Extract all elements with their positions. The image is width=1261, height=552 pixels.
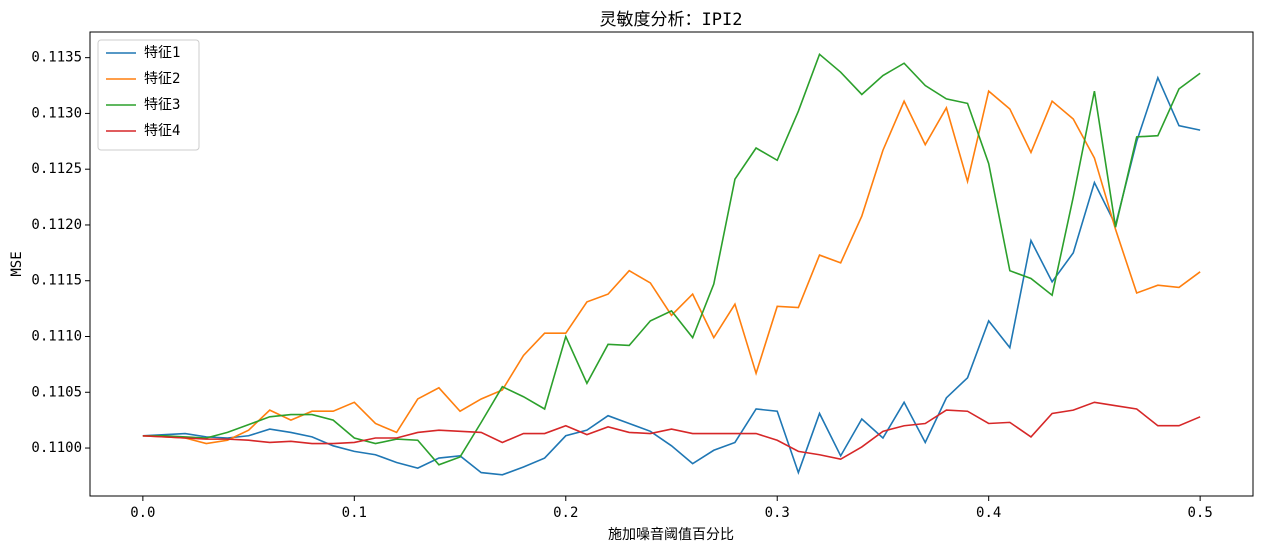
y-tick-label: 0.1105 (31, 384, 82, 400)
y-tick-label: 0.1115 (31, 273, 82, 289)
x-tick-label: 0.1 (342, 505, 367, 521)
chart-title: 灵敏度分析：IPI2 (600, 10, 743, 30)
legend-label: 特征1 (144, 45, 180, 61)
series-line (142, 401, 1201, 461)
x-tick-label: 0.3 (765, 505, 790, 521)
y-tick-label: 0.1130 (31, 105, 82, 121)
plot-frame (89, 31, 1254, 497)
x-axis-label: 施加噪音阈值百分比 (608, 526, 734, 543)
legend-box (97, 39, 200, 151)
legend-label: 特征2 (144, 71, 180, 87)
legend-label: 特征3 (144, 97, 180, 113)
x-tick-label: 0.4 (976, 505, 1001, 521)
y-tick-label: 0.1120 (31, 217, 82, 233)
series-line (142, 89, 1201, 445)
x-tick-label: 0.5 (1187, 505, 1212, 521)
series-line (142, 52, 1201, 466)
x-tick-label: 0.0 (130, 505, 155, 521)
legend-label: 特征4 (144, 123, 180, 139)
y-tick-label: 0.1125 (31, 161, 82, 177)
y-tick-label: 0.1100 (31, 440, 82, 456)
y-tick-label: 0.1110 (31, 329, 82, 345)
y-axis-label: MSE (9, 251, 25, 276)
y-tick-label: 0.1135 (31, 50, 82, 66)
x-tick-label: 0.2 (553, 505, 578, 521)
